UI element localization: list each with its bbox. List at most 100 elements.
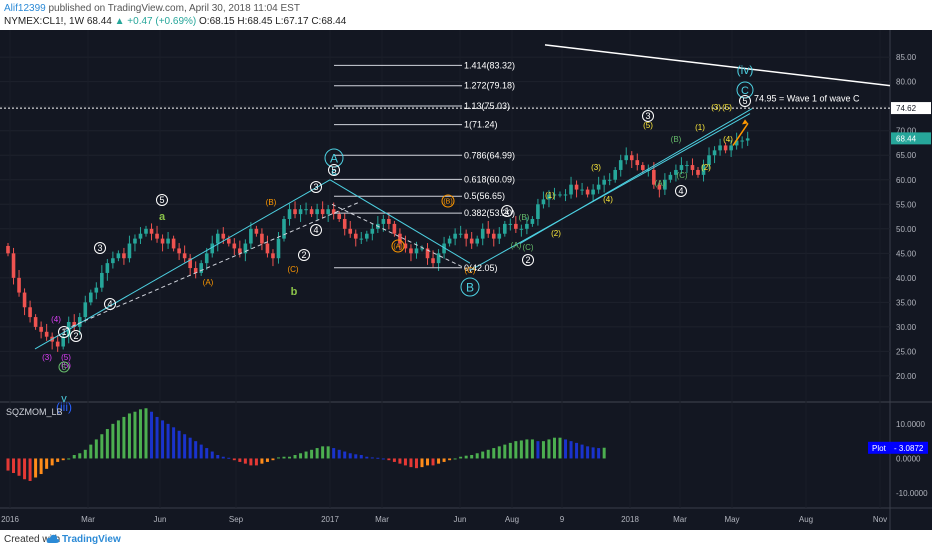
momentum-bar — [150, 411, 154, 459]
candle-body — [745, 138, 750, 141]
orange-wave-label: (B) — [266, 198, 277, 207]
impulse-label-5: 5 — [159, 195, 164, 205]
candle-body — [624, 155, 629, 161]
momentum-bar — [133, 411, 137, 459]
yellow-wave-label: (1) — [695, 123, 705, 132]
green-wave-label: (A) — [655, 179, 666, 188]
candle-body — [116, 253, 121, 259]
candle-body — [28, 307, 32, 318]
momentum-bar — [359, 455, 363, 459]
candle-body — [734, 140, 739, 146]
momentum-bar — [243, 458, 247, 464]
price-tick-label: 65.00 — [896, 151, 917, 160]
momentum-bar — [177, 430, 181, 459]
candle-body — [403, 243, 408, 249]
time-tick-label: May — [724, 515, 739, 524]
momentum-bar — [116, 420, 120, 459]
candle-body — [353, 233, 358, 239]
fib-level-label: 0.5(56.65) — [464, 191, 505, 201]
author-name[interactable]: Alif12399 — [4, 3, 46, 14]
momentum-bar — [580, 444, 584, 459]
candle-body — [519, 228, 524, 230]
wave-B-label: B — [466, 280, 474, 294]
momentum-bar — [426, 458, 430, 466]
chart-area[interactable]: 1.414(83.32) 1.272(79.18) 1.13(75.03) 1(71.… — [0, 30, 932, 530]
orange-A-circle: (A) — [393, 244, 402, 251]
tradingview-cloud-icon — [46, 534, 60, 543]
candle-body — [160, 238, 165, 244]
momentum-bar — [508, 442, 512, 459]
candle-body — [149, 228, 154, 234]
impulse-label-4: 4 — [678, 186, 683, 196]
candle-body — [370, 228, 375, 234]
candle-body — [342, 219, 347, 229]
candle-body — [618, 160, 623, 170]
momentum-bar — [304, 451, 308, 459]
candle-body — [729, 145, 733, 151]
candle-body — [718, 145, 722, 151]
chart-header: Alif12399 published on TradingView.com, … — [0, 0, 932, 30]
candle-body — [33, 317, 38, 327]
fib-level-label: 0(42.05) — [464, 263, 498, 273]
wave-c-label: c — [331, 167, 337, 178]
momentum-bar — [514, 441, 518, 459]
wave-c-annotation: 74.95 = Wave 1 of wave C — [754, 93, 860, 103]
drawings — [0, 44, 891, 350]
momentum-bar — [12, 458, 16, 473]
candle-body — [210, 243, 215, 254]
impulse-label-3: 3 — [645, 111, 650, 121]
green-wave-label: (C) — [522, 243, 533, 252]
momentum-bar — [492, 448, 496, 459]
candle-body — [541, 199, 546, 205]
impulse-label-3-circle — [642, 110, 654, 122]
candle-body — [552, 194, 557, 196]
momentum-bar — [564, 439, 568, 459]
impulse-label-5-circle — [328, 164, 340, 176]
momentum-bar — [321, 446, 325, 459]
price-tick-label: 25.00 — [896, 347, 917, 356]
momentum-bar — [56, 458, 60, 462]
price-tick-label: 20.00 — [896, 372, 917, 381]
impulse-label-3: 3 — [97, 243, 102, 253]
green-wave-label: (B) — [671, 135, 682, 144]
candle-body — [105, 263, 110, 273]
impulse-label-4-circle — [104, 298, 116, 310]
fib-level-label: 0.786(64.99) — [464, 150, 515, 160]
chart-canvas[interactable]: 1.414(83.32) 1.272(79.18) 1.13(75.03) 1(71.… — [0, 30, 932, 530]
tradingview-brand[interactable]: TradingView — [62, 534, 121, 545]
momentum-bar — [569, 441, 573, 459]
wave-b-label: b — [291, 286, 298, 298]
candle-body — [144, 228, 148, 234]
candle-body — [304, 209, 308, 211]
impulse-label-4-circle — [675, 185, 687, 197]
yellow-wave-label: (4) — [723, 135, 733, 144]
candle-body — [469, 238, 474, 244]
momentum-bar — [497, 446, 501, 459]
momentum-bar — [448, 458, 452, 461]
candle-body — [690, 165, 695, 170]
time-tick-label: Aug — [799, 515, 813, 524]
momentum-bar — [34, 458, 38, 478]
candle-body — [453, 233, 457, 239]
yellow-wave-label: (5) — [722, 103, 732, 112]
candle-body — [215, 233, 220, 244]
candle-body — [193, 268, 198, 273]
candle-body — [641, 165, 645, 170]
level-price-box — [891, 102, 931, 115]
channel-lower-2 — [331, 203, 471, 271]
momentum-bar — [188, 437, 192, 459]
candle-body — [503, 223, 507, 234]
momentum-bar — [442, 458, 446, 462]
ohlc-line: NYMEX:CL1!, 1W 68.44 ▲ +0.47 (+0.69%) O:… — [4, 16, 346, 27]
momentum-bar — [210, 451, 214, 459]
impulse-label-2-circle — [522, 254, 534, 266]
impulse-label-1: 1 — [61, 327, 66, 337]
momentum-bar — [45, 458, 49, 469]
momentum-bar — [431, 458, 435, 466]
candle-body — [138, 233, 143, 239]
momentum-bar — [332, 448, 336, 459]
momentum-bar — [475, 453, 479, 459]
candle-body — [22, 292, 27, 308]
impulse-label-2: 2 — [525, 255, 530, 265]
plot-value-box — [868, 441, 928, 454]
